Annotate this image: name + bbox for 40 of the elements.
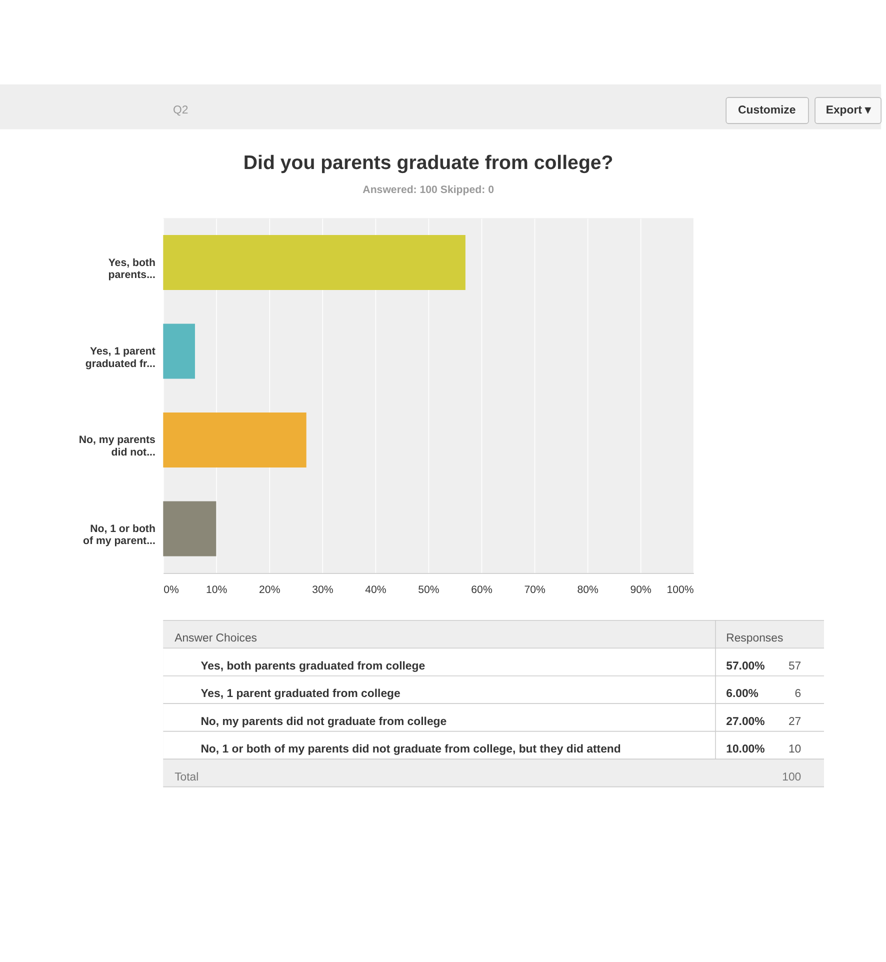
chart-subtitle: Answered: 100 Skipped: 0: [362, 184, 494, 196]
text: Export ▾: [826, 104, 872, 117]
text: 10: [788, 744, 802, 756]
text: Yes, 1 parent graduated from college: [200, 688, 400, 700]
text: 6.00%: [726, 688, 758, 700]
y-tick-label: Yes, both parents...: [108, 256, 156, 282]
text: 27.00%: [726, 716, 765, 728]
x-tick-label: 80%: [577, 584, 599, 596]
text: Total: [174, 771, 199, 784]
y-tick-label: Yes, 1 parent graduated fr...: [85, 346, 156, 370]
text: Customize: [738, 104, 796, 117]
text: 100: [782, 771, 802, 784]
x-tick-label: 100%: [666, 584, 694, 596]
text: Yes, both parents graduated from college: [200, 660, 426, 672]
bar: [163, 412, 306, 468]
text: 6: [794, 688, 802, 700]
text: No, 1 or both of my parents did not graduate from college, but they did attend: [200, 744, 621, 756]
text: 57: [788, 660, 802, 672]
bar: [163, 501, 216, 556]
bar: [163, 324, 195, 379]
x-tick-label: 90%: [630, 584, 652, 596]
text: Responses: [726, 632, 784, 645]
text: Q2: [172, 104, 188, 117]
x-tick-label: 50%: [418, 584, 440, 596]
text: 57.00%: [726, 660, 765, 672]
y-tick-label: No, 1 or both of my parent...: [83, 522, 156, 548]
bar: [163, 235, 466, 290]
x-tick-label: 30%: [312, 584, 334, 596]
x-tick-label: 60%: [471, 584, 493, 596]
y-tick-label: No, my parents did not...: [78, 434, 156, 458]
text: No, my parents did not graduate from college: [200, 716, 447, 728]
x-tick-label: 10%: [206, 584, 228, 596]
x-tick-label: 40%: [365, 584, 387, 596]
x-tick-label: 20%: [259, 584, 281, 596]
x-tick-label: 0%: [164, 584, 180, 596]
text: 10.00%: [726, 744, 765, 756]
text: Answer Choices: [174, 632, 258, 645]
text: 27: [788, 716, 802, 728]
x-tick-label: 70%: [524, 584, 546, 596]
chart-title: Did you parents graduate from college?: [243, 152, 614, 174]
